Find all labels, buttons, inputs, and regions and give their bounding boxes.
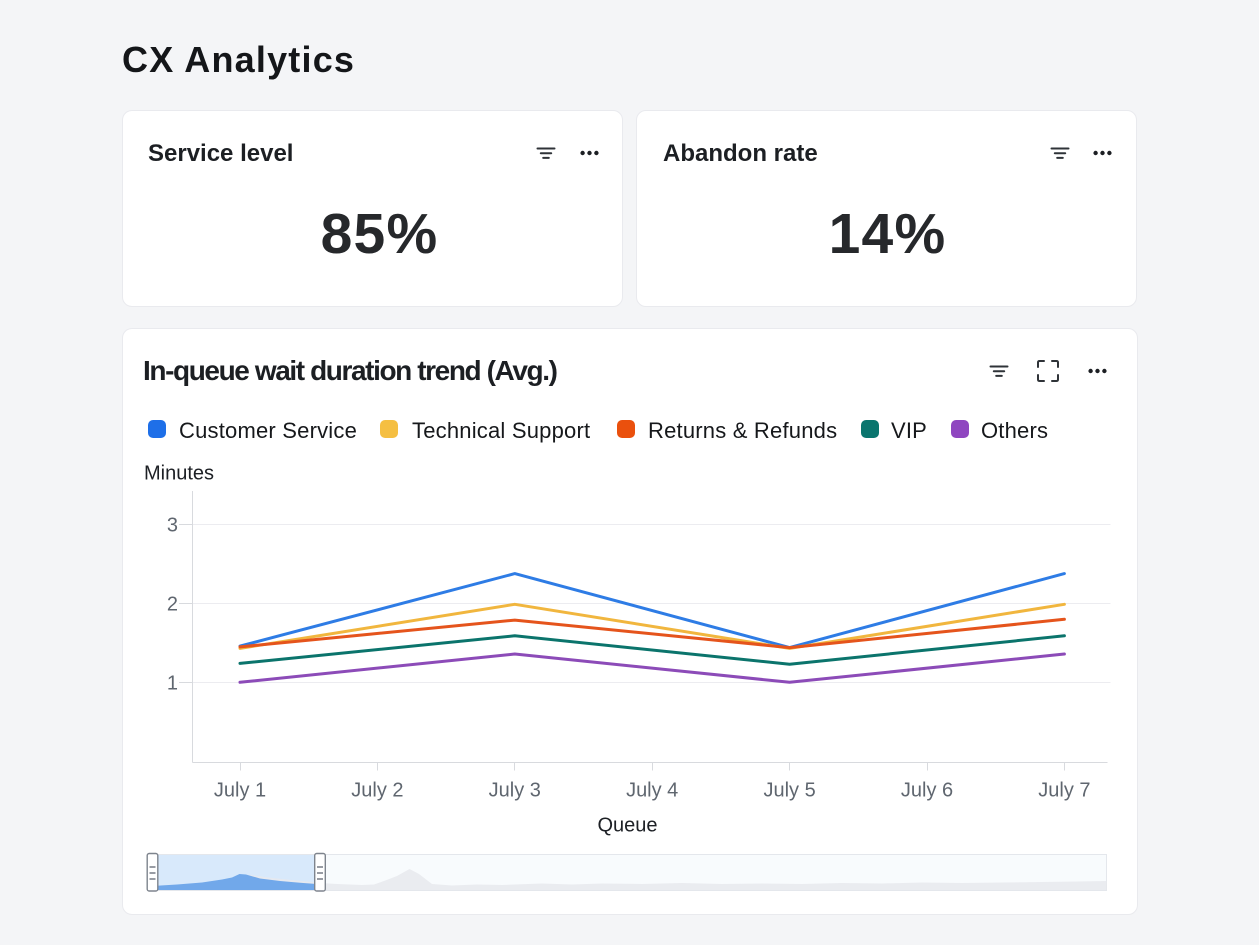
svg-text:Queue: Queue (597, 815, 657, 837)
svg-text:Minutes: Minutes (144, 463, 214, 485)
svg-text:1: 1 (167, 673, 178, 695)
svg-text:July 4: July 4 (626, 780, 678, 802)
svg-text:July 2: July 2 (351, 780, 403, 802)
svg-text:2: 2 (167, 594, 178, 616)
svg-text:July 7: July 7 (1038, 780, 1090, 802)
svg-text:July 6: July 6 (901, 780, 953, 802)
svg-text:3: 3 (167, 515, 178, 537)
svg-text:July 3: July 3 (489, 780, 541, 802)
svg-text:July 1: July 1 (214, 780, 266, 802)
svg-text:July 5: July 5 (763, 780, 815, 802)
